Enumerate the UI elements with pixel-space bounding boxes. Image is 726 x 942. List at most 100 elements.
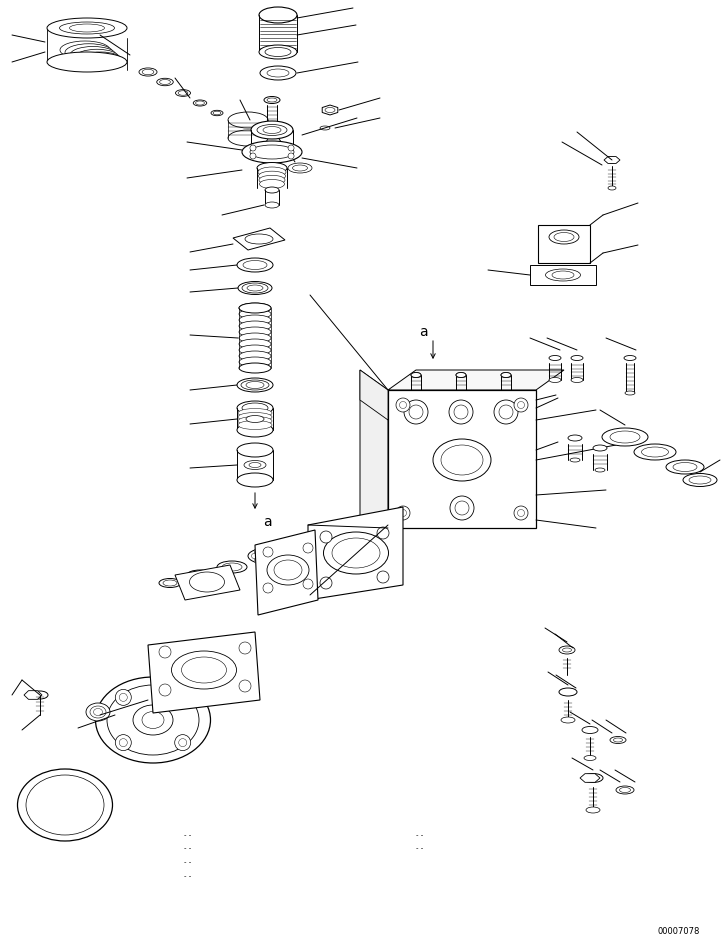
Ellipse shape xyxy=(552,271,574,279)
Ellipse shape xyxy=(554,233,574,241)
Ellipse shape xyxy=(239,345,271,355)
Ellipse shape xyxy=(193,100,207,106)
Ellipse shape xyxy=(142,70,154,74)
Ellipse shape xyxy=(217,561,247,573)
Ellipse shape xyxy=(80,52,122,68)
Circle shape xyxy=(396,506,410,520)
Circle shape xyxy=(396,398,410,412)
Ellipse shape xyxy=(625,391,635,395)
Circle shape xyxy=(499,405,513,419)
Ellipse shape xyxy=(259,45,297,59)
Ellipse shape xyxy=(248,548,288,564)
Ellipse shape xyxy=(276,152,294,158)
Ellipse shape xyxy=(139,68,157,76)
Ellipse shape xyxy=(332,538,380,568)
Ellipse shape xyxy=(251,121,293,139)
Circle shape xyxy=(288,153,294,159)
Ellipse shape xyxy=(228,130,268,146)
Ellipse shape xyxy=(239,309,271,319)
Circle shape xyxy=(115,735,131,751)
Ellipse shape xyxy=(259,179,285,188)
Ellipse shape xyxy=(244,461,266,469)
Ellipse shape xyxy=(320,126,330,130)
Ellipse shape xyxy=(238,416,272,426)
Ellipse shape xyxy=(610,737,626,743)
Circle shape xyxy=(175,735,191,751)
Ellipse shape xyxy=(264,96,280,104)
Ellipse shape xyxy=(187,570,213,580)
Ellipse shape xyxy=(271,150,299,160)
Polygon shape xyxy=(24,690,42,699)
Ellipse shape xyxy=(583,773,603,783)
Ellipse shape xyxy=(265,202,279,208)
Ellipse shape xyxy=(238,282,272,295)
Polygon shape xyxy=(322,106,338,115)
Circle shape xyxy=(115,690,131,706)
Polygon shape xyxy=(255,530,318,615)
Circle shape xyxy=(449,400,473,424)
Circle shape xyxy=(320,577,332,589)
Circle shape xyxy=(261,561,266,566)
Ellipse shape xyxy=(608,186,616,190)
Ellipse shape xyxy=(666,460,704,474)
Ellipse shape xyxy=(250,145,294,159)
Ellipse shape xyxy=(65,43,113,61)
Polygon shape xyxy=(604,156,620,164)
Ellipse shape xyxy=(237,378,273,392)
Ellipse shape xyxy=(237,423,273,437)
Ellipse shape xyxy=(222,563,242,571)
Text: - -: - - xyxy=(184,873,192,879)
Ellipse shape xyxy=(86,703,110,721)
Ellipse shape xyxy=(17,769,113,841)
Ellipse shape xyxy=(324,532,388,574)
Circle shape xyxy=(263,583,273,593)
Ellipse shape xyxy=(456,372,466,378)
Ellipse shape xyxy=(549,378,561,382)
Ellipse shape xyxy=(157,78,174,86)
Polygon shape xyxy=(360,370,388,548)
Circle shape xyxy=(494,400,518,424)
Ellipse shape xyxy=(32,691,48,699)
Text: - -: - - xyxy=(184,859,192,865)
Circle shape xyxy=(455,501,469,515)
Ellipse shape xyxy=(433,439,491,481)
Circle shape xyxy=(399,510,407,516)
Circle shape xyxy=(159,646,171,658)
Polygon shape xyxy=(148,632,260,713)
Ellipse shape xyxy=(586,807,600,813)
Ellipse shape xyxy=(258,171,285,181)
Ellipse shape xyxy=(228,112,268,128)
Ellipse shape xyxy=(545,269,581,281)
Circle shape xyxy=(175,690,191,706)
Ellipse shape xyxy=(257,163,287,173)
Text: - -: - - xyxy=(417,832,424,838)
Circle shape xyxy=(377,527,389,539)
Ellipse shape xyxy=(619,788,630,792)
Ellipse shape xyxy=(47,52,127,72)
Circle shape xyxy=(454,405,468,419)
Circle shape xyxy=(239,680,251,692)
Polygon shape xyxy=(388,390,536,528)
Ellipse shape xyxy=(683,474,717,486)
Circle shape xyxy=(270,561,275,566)
Ellipse shape xyxy=(274,560,302,580)
Ellipse shape xyxy=(571,355,583,361)
Ellipse shape xyxy=(267,98,277,102)
Circle shape xyxy=(250,145,256,151)
Ellipse shape xyxy=(182,657,227,683)
Ellipse shape xyxy=(265,187,279,193)
Ellipse shape xyxy=(582,726,598,734)
Text: 00007078: 00007078 xyxy=(658,928,700,936)
Ellipse shape xyxy=(242,403,268,413)
Circle shape xyxy=(518,510,524,516)
Ellipse shape xyxy=(602,428,648,446)
Ellipse shape xyxy=(239,303,271,313)
Ellipse shape xyxy=(257,124,287,136)
Ellipse shape xyxy=(171,651,237,689)
Ellipse shape xyxy=(163,580,177,586)
Circle shape xyxy=(320,531,332,543)
Ellipse shape xyxy=(96,677,211,763)
Ellipse shape xyxy=(245,234,273,244)
Ellipse shape xyxy=(237,401,273,415)
Circle shape xyxy=(514,506,528,520)
